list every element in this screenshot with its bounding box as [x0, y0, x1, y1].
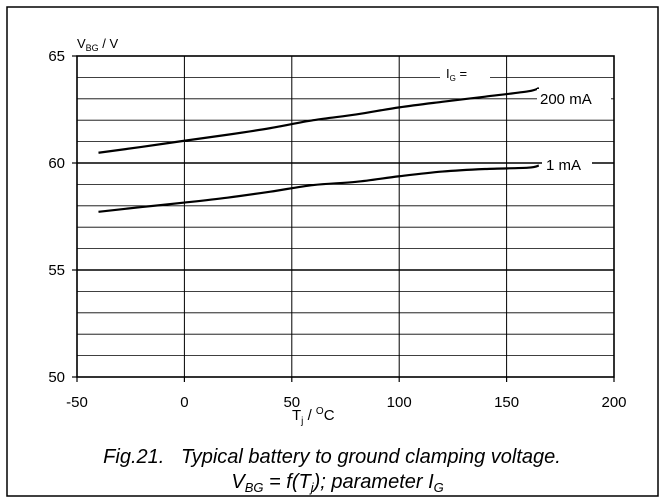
y-tick-label: 55: [48, 262, 65, 279]
caption-line2: VBG = f(Tj); parameter IG: [204, 471, 461, 497]
axis-ticks: -50 0 50 100 150 200 50 55 60 65: [48, 48, 626, 411]
x-axis-label: Tj / OC: [292, 406, 335, 427]
x-tick-label: 100: [387, 394, 412, 411]
series-line-200ma: [98, 87, 540, 154]
x-tick-label: 200: [601, 394, 626, 411]
y-tick-label: 65: [48, 48, 65, 65]
legend-header: IG =: [446, 66, 467, 83]
y-tick-label: 60: [48, 155, 65, 172]
x-tick-label: 50: [283, 394, 300, 411]
figure-frame: [6, 6, 659, 497]
series-label-bg-200ma: [537, 89, 611, 109]
y-tick-label: 50: [48, 369, 65, 386]
series-line-1ma: [98, 164, 540, 213]
x-tick-label: -50: [66, 394, 88, 411]
legend-header-bg: [440, 64, 490, 82]
series-group: [98, 87, 540, 213]
x-tick-label: 0: [180, 394, 188, 411]
plot-border: [76, 55, 615, 378]
caption-line1: Fig.21. Typical battery to ground clampi…: [103, 446, 561, 468]
series-label-bg-1ma: [542, 155, 592, 175]
series-label-200ma: 200 mA: [540, 91, 592, 108]
y-axis-label: VBG / V: [77, 36, 119, 53]
series-label-1ma: 1 mA: [546, 157, 581, 174]
grid: [77, 56, 614, 377]
x-tick-label: 150: [494, 394, 519, 411]
plot-area: -50 0 50 100 150 200 50 55 60 65: [48, 48, 626, 411]
